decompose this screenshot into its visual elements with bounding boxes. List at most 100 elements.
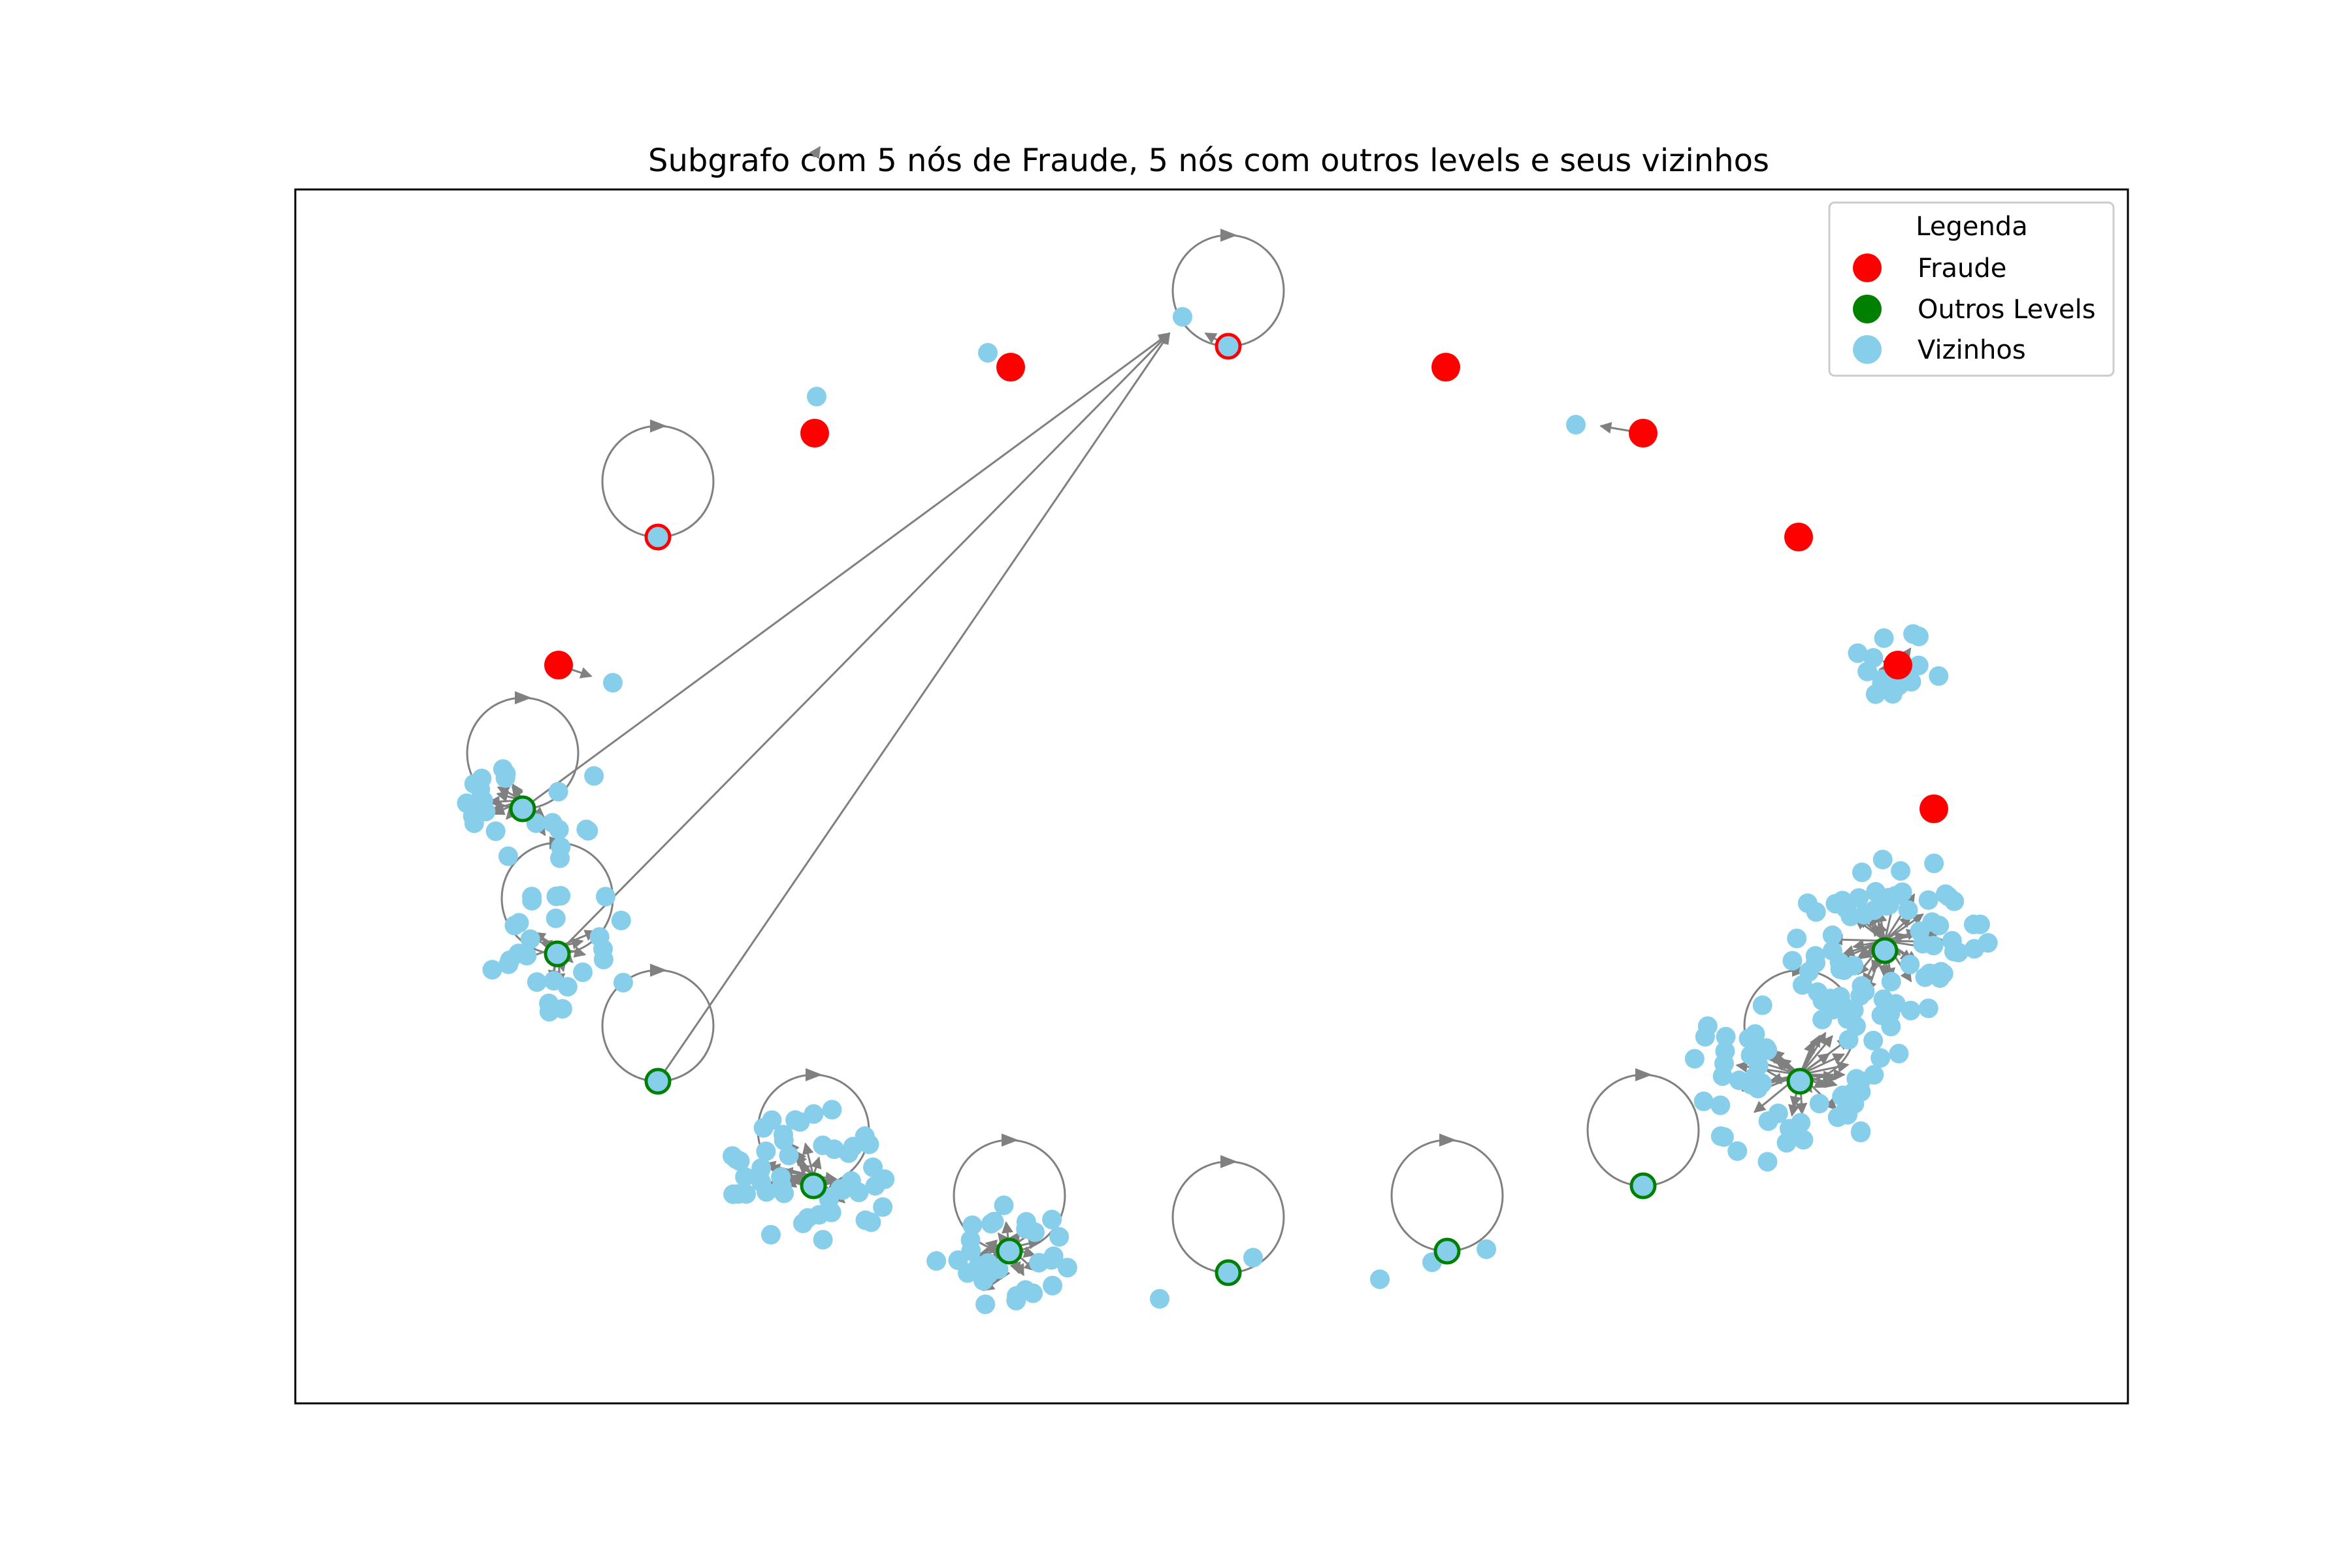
neighbour-node: [1006, 1286, 1026, 1306]
neighbour-node: [1929, 915, 1950, 936]
neighbour-node: [1749, 1041, 1769, 1061]
neighbour-node: [1908, 627, 1929, 647]
neighbour-node: [500, 950, 520, 970]
neighbour-node: [1970, 914, 1990, 934]
neighbour-node: [557, 977, 578, 997]
neighbour-node: [723, 1184, 743, 1204]
self-loop-arrowhead: [1220, 229, 1237, 242]
neighbour-node: [1693, 1091, 1714, 1111]
neighbour-node: [1837, 1009, 1857, 1029]
neighbour-node: [546, 908, 566, 928]
neighbour-node: [1729, 1070, 1749, 1090]
neighbour-node: [1918, 998, 1938, 1019]
neighbour-node: [520, 929, 540, 949]
neighbour-node: [832, 1180, 853, 1200]
neighbour-node: [1057, 1258, 1077, 1278]
neighbour-node: [593, 939, 613, 959]
self-loop: [1171, 234, 1285, 348]
neighbour-node: [1929, 666, 1949, 686]
neighbour-node: [521, 887, 542, 907]
neighbour-node: [1848, 643, 1868, 663]
neighbour-node: [578, 821, 598, 841]
neighbour-node: [1791, 1113, 1811, 1133]
self-loop-arrowhead: [650, 964, 667, 977]
long-edge: [556, 332, 1171, 955]
neighbour-node: [821, 1202, 841, 1222]
neighbour-node: [772, 1177, 792, 1197]
neighbour-node: [504, 915, 525, 936]
neighbour-node: [1901, 1000, 1921, 1021]
cluster-edge: [794, 1153, 815, 1177]
neighbour-node: [1833, 890, 1853, 911]
neighbour-node: [1918, 890, 1938, 910]
self-loop: [1586, 1073, 1700, 1187]
neighbour-node: [1745, 1024, 1765, 1044]
neighbour-node: [975, 1294, 996, 1315]
neighbour-node: [1882, 684, 1903, 704]
neighbour-node: [873, 1197, 893, 1217]
legend-marker-outros: [1853, 295, 1882, 323]
cluster-edge: [1799, 1035, 1833, 1075]
neighbour-node: [1776, 1133, 1797, 1153]
fraude-node: [1784, 523, 1813, 551]
neighbour-node: [1857, 661, 1878, 681]
neighbour-node: [1852, 976, 1872, 996]
outros-node: [996, 1237, 1023, 1265]
neighbour-node: [1566, 415, 1586, 434]
self-loop: [1171, 1160, 1285, 1274]
outros-node: [1215, 1259, 1242, 1286]
legend: Legenda Fraude Outros Levels Vizinhos: [1828, 201, 2115, 377]
neighbour-node: [546, 886, 566, 906]
neighbour-node: [1840, 906, 1861, 926]
fraude-node: [1884, 651, 1912, 679]
neighbour-node: [753, 1118, 774, 1138]
fraude-node: [1629, 419, 1658, 448]
neighbour-node: [1370, 1269, 1390, 1289]
neighbour-node: [855, 1126, 875, 1147]
neighbour-node: [498, 846, 518, 866]
fraude-node: [800, 419, 829, 448]
neighbour-node: [470, 779, 491, 800]
neighbour-node: [978, 1264, 998, 1284]
neighbour-node: [1915, 967, 1935, 987]
cluster-edge: [1884, 915, 1912, 942]
neighbour-node: [527, 972, 547, 992]
neighbour-node: [1834, 960, 1854, 981]
neighbour-node: [1908, 655, 1929, 676]
neighbour-node: [760, 1224, 781, 1245]
self-loop-arrowhead: [1439, 1134, 1456, 1147]
neighbour-node: [1873, 989, 1893, 1009]
neighbour-node: [1830, 987, 1850, 1007]
neighbour-node: [1173, 307, 1192, 327]
neighbour-node: [1870, 1048, 1891, 1068]
legend-box: [1828, 201, 2115, 377]
fraude-node-outlined: [644, 523, 672, 551]
neighbour-node: [1714, 1127, 1734, 1147]
neighbour-node: [849, 1183, 869, 1203]
neighbour-node: [573, 962, 593, 983]
neighbour-node: [1808, 982, 1828, 1002]
neighbour-node: [994, 1195, 1014, 1215]
neighbour-node: [1874, 628, 1894, 648]
neighbour-node: [595, 887, 615, 907]
neighbour-node: [1049, 1227, 1070, 1247]
neighbour-node: [1797, 893, 1818, 913]
neighbour-node: [1043, 1275, 1063, 1296]
neighbour-node: [1712, 1066, 1733, 1086]
neighbour-node: [517, 945, 537, 966]
self-loop-arrowhead: [515, 691, 532, 704]
neighbour-node: [1023, 1283, 1043, 1303]
fraude-node: [1919, 794, 1948, 823]
edges-layer: [487, 146, 1948, 1292]
neighbour-node: [813, 1230, 833, 1250]
neighbour-node: [1827, 1107, 1848, 1128]
neighbour-node: [984, 1211, 1004, 1232]
neighbour-node: [1757, 1152, 1778, 1172]
neighbour-node: [813, 1135, 833, 1156]
legend-label-fraude: Fraude: [1918, 253, 2006, 284]
neighbour-node: [1710, 1095, 1731, 1115]
neighbour-node: [613, 973, 633, 993]
neighbour-node: [798, 1208, 818, 1228]
outros-node: [1433, 1237, 1461, 1265]
